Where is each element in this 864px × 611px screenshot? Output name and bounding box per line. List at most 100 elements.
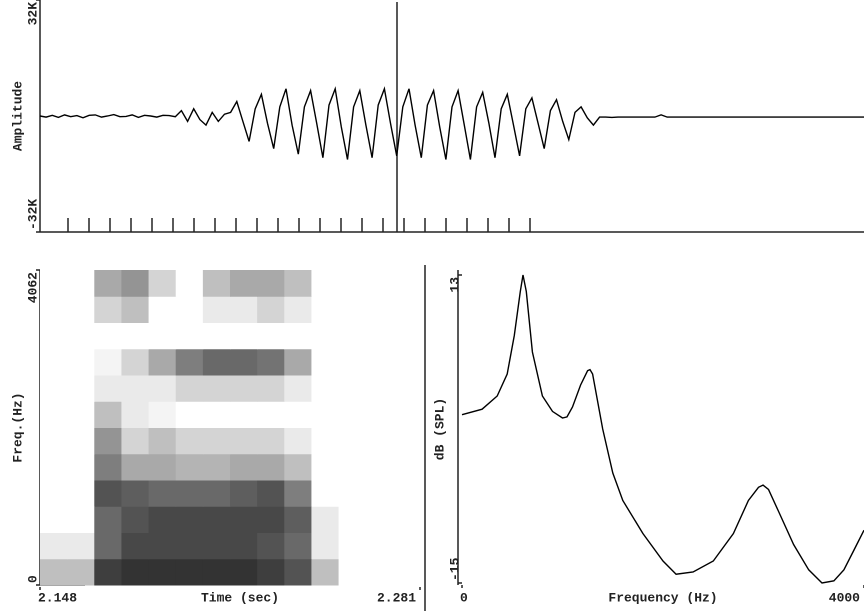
spectrogram-cell [311, 427, 340, 455]
spectrogram-cell [230, 506, 258, 533]
spectrogram-cell [94, 480, 122, 507]
spectrogram-cell [230, 296, 258, 323]
spectrogram-cell [311, 296, 340, 323]
spectrogram-cell [202, 348, 231, 376]
spectrogram-cell [257, 480, 285, 507]
spectrogram-cell [40, 506, 68, 533]
spectrogram-cell [148, 453, 177, 481]
spectrogram-cell [338, 296, 367, 323]
spectrogram-cell [392, 427, 421, 455]
spectrogram-cell [338, 532, 367, 560]
spectrogram-cell [392, 375, 421, 402]
y-tick-label: 0 [25, 575, 40, 583]
spectrogram-cell [311, 480, 340, 507]
spectrogram-cell [202, 270, 231, 297]
spectrogram-cell [67, 532, 95, 560]
spectrogram-cell [338, 427, 367, 455]
spectrogram-cell [202, 453, 231, 481]
spectrogram-cell [121, 506, 150, 533]
spectrogram-cell [311, 532, 340, 560]
spectrogram-cell [148, 506, 177, 533]
spectrogram-cell [257, 270, 285, 297]
spectrogram-cell [94, 296, 122, 323]
spectrogram-cell [148, 348, 177, 376]
x-axis-label: Frequency (Hz) [608, 590, 717, 605]
spectrogram-cell [392, 270, 421, 297]
spectrogram-cell [257, 532, 285, 560]
spectrogram-cell [175, 506, 204, 533]
spectrogram-cell [365, 427, 394, 455]
spectrogram-cell [311, 270, 340, 297]
spectrogram-cell [284, 558, 312, 586]
spectrogram-cell [202, 401, 231, 428]
spectrogram-cell [257, 453, 285, 481]
spectrogram-cell [284, 480, 312, 507]
spectrogram-cell [257, 401, 285, 428]
spectrogram-cell [121, 427, 150, 455]
spectrogram-cell [175, 427, 204, 455]
spectrogram-cell [365, 296, 394, 323]
spectrogram-cell [311, 453, 340, 481]
spectrogram-cell [148, 322, 177, 350]
x-tick-label: 4000 [829, 590, 860, 605]
spectrogram-cell [230, 480, 258, 507]
spectrogram-cell [230, 348, 258, 376]
spectrogram-cell [94, 375, 122, 402]
spectrogram-cell [338, 375, 367, 402]
spectrogram-cell [230, 558, 258, 586]
spectrogram-cell [67, 427, 95, 455]
spectrogram-cell [230, 453, 258, 481]
spectrogram-cell [257, 558, 285, 586]
spectrogram-cell [94, 322, 122, 350]
spectrogram-cell [338, 480, 367, 507]
spectrogram-cell [338, 270, 367, 297]
spectrogram-cell [365, 480, 394, 507]
spectrogram-cell [392, 558, 421, 586]
spectrogram-cell [311, 558, 340, 586]
spectrogram-cell [311, 401, 340, 428]
trace [39, 86, 864, 160]
trace [461, 274, 864, 584]
spectrogram-cell [230, 270, 258, 297]
y-tick-label: -32K [25, 199, 40, 230]
y-axis-label: dB (SPL) [432, 398, 447, 460]
spectrogram-cell [67, 270, 95, 297]
spectrogram-cell [94, 532, 122, 560]
spectrogram-cell [338, 401, 367, 428]
spectrogram-cell [121, 532, 150, 560]
spectrogram-cell [148, 427, 177, 455]
spectrogram-cell [40, 322, 68, 350]
spectrogram-cell [175, 532, 204, 560]
spectrogram-cell [67, 480, 95, 507]
spectrogram-cell [94, 453, 122, 481]
spectrogram-cell [121, 558, 150, 586]
spectrogram-cell [365, 532, 394, 560]
spectrogram-cell [40, 558, 68, 586]
spectrogram-cell [175, 453, 204, 481]
spectrogram-cell [40, 401, 68, 428]
y-axis-label: Amplitude [10, 81, 25, 151]
spectrogram-cell [257, 375, 285, 402]
spectrogram-cell [94, 558, 122, 586]
spectrogram-cell [148, 558, 177, 586]
spectrogram-cell [311, 322, 340, 350]
spectrogram-cell [175, 401, 204, 428]
spectrogram-cell [230, 401, 258, 428]
spectrogram-cell [230, 427, 258, 455]
spectrogram-cell [365, 506, 394, 533]
spectrogram-cell [148, 270, 177, 297]
spectrogram-cell [40, 427, 68, 455]
spectrogram-cell [284, 506, 312, 533]
x-tick-label: 0 [460, 590, 468, 605]
spectrogram-cell [175, 375, 204, 402]
spectrogram-cell [284, 427, 312, 455]
spectrogram-cell [67, 558, 95, 586]
spectrogram-cell [202, 296, 231, 323]
y-tick-label: 4062 [25, 272, 40, 303]
spectrogram-cell [202, 532, 231, 560]
spectrogram-cell [94, 506, 122, 533]
spectrogram-cell [40, 453, 68, 481]
spectrogram-cell [121, 322, 150, 350]
spectrogram-cell [121, 375, 150, 402]
